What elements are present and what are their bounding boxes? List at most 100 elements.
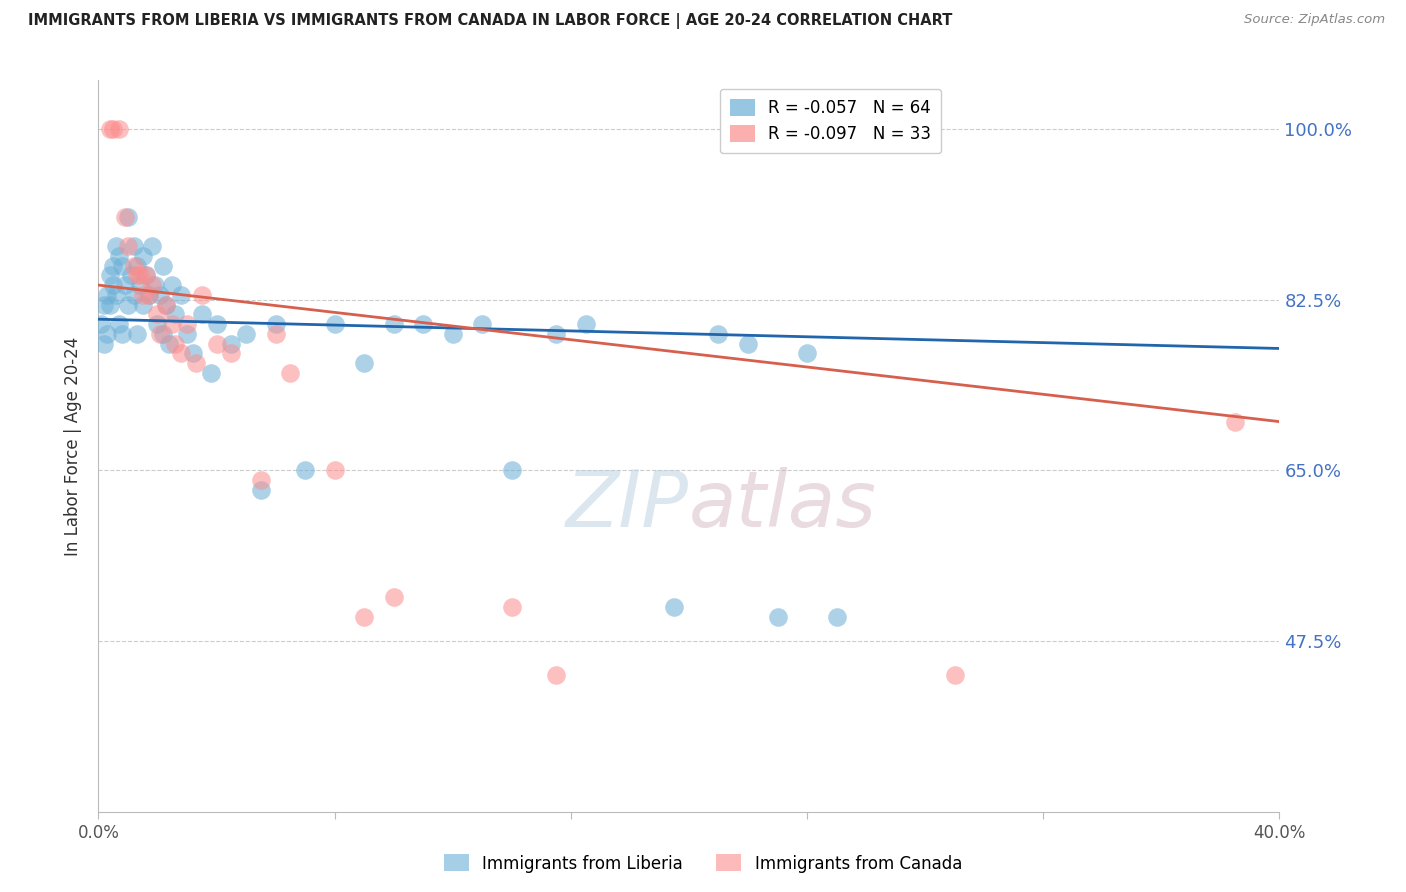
Point [191,288,214,302]
Point [323,463,346,477]
Point [176,317,198,331]
Point [191,307,214,321]
Point [165,307,187,321]
Point [132,297,155,311]
Point [125,259,148,273]
Point [264,326,287,341]
Point [412,317,434,331]
Point [120,268,142,283]
Point [323,317,346,331]
Point [200,366,222,380]
Point [128,278,150,293]
Point [501,599,523,614]
Point [205,317,228,331]
Point [170,288,193,302]
Point [141,278,163,293]
Point [146,317,169,331]
Point [108,249,131,263]
Point [149,326,172,341]
Point [111,259,134,273]
Text: atlas: atlas [689,467,877,542]
Point [143,278,166,293]
Point [221,346,243,360]
Point [103,122,125,136]
Point [737,336,759,351]
Point [125,326,148,341]
Point [103,278,125,293]
Point [96,288,118,302]
Point [98,122,121,136]
Point [132,249,155,263]
Point [96,326,118,341]
Y-axis label: In Labor Force | Age 20-24: In Labor Force | Age 20-24 [65,336,83,556]
Point [138,288,160,302]
Point [280,366,302,380]
Point [501,463,523,477]
Legend: R = -0.057   N = 64, R = -0.097   N = 33: R = -0.057 N = 64, R = -0.097 N = 33 [720,88,942,153]
Point [250,473,273,487]
Point [353,356,375,370]
Point [122,288,145,302]
Point [93,297,115,311]
Point [111,326,134,341]
Point [152,326,174,341]
Point [117,239,139,253]
Point [575,317,598,331]
Point [122,259,145,273]
Point [294,463,316,477]
Point [152,259,174,273]
Point [117,297,139,311]
Point [205,336,228,351]
Point [235,326,257,341]
Point [382,317,405,331]
Point [471,317,494,331]
Point [664,599,686,614]
Point [138,288,160,302]
Point [1225,415,1247,429]
Point [155,297,177,311]
Point [105,288,128,302]
Point [546,326,568,341]
Point [441,326,464,341]
Point [108,317,131,331]
Point [825,609,848,624]
Legend: Immigrants from Liberia, Immigrants from Canada: Immigrants from Liberia, Immigrants from… [437,847,969,880]
Point [181,346,204,360]
Point [135,268,157,283]
Point [114,278,136,293]
Point [162,317,183,331]
Point [796,346,818,360]
Point [98,268,121,283]
Point [117,210,139,224]
Point [103,259,125,273]
Point [157,336,180,351]
Point [162,278,183,293]
Point [221,336,243,351]
Point [135,268,157,283]
Point [353,609,375,624]
Point [125,268,148,283]
Point [250,483,273,497]
Point [264,317,287,331]
Point [170,346,193,360]
Point [114,210,136,224]
Point [122,239,145,253]
Text: Source: ZipAtlas.com: Source: ZipAtlas.com [1244,13,1385,27]
Point [146,307,169,321]
Point [707,326,730,341]
Point [149,288,172,302]
Point [176,326,198,341]
Point [105,239,128,253]
Point [90,317,112,331]
Point [382,590,405,604]
Text: IMMIGRANTS FROM LIBERIA VS IMMIGRANTS FROM CANADA IN LABOR FORCE | AGE 20-24 COR: IMMIGRANTS FROM LIBERIA VS IMMIGRANTS FR… [28,13,952,29]
Point [155,297,177,311]
Point [184,356,207,370]
Point [546,668,568,682]
Point [943,668,966,682]
Point [128,268,150,283]
Point [141,239,163,253]
Point [93,336,115,351]
Point [132,288,155,302]
Point [766,609,789,624]
